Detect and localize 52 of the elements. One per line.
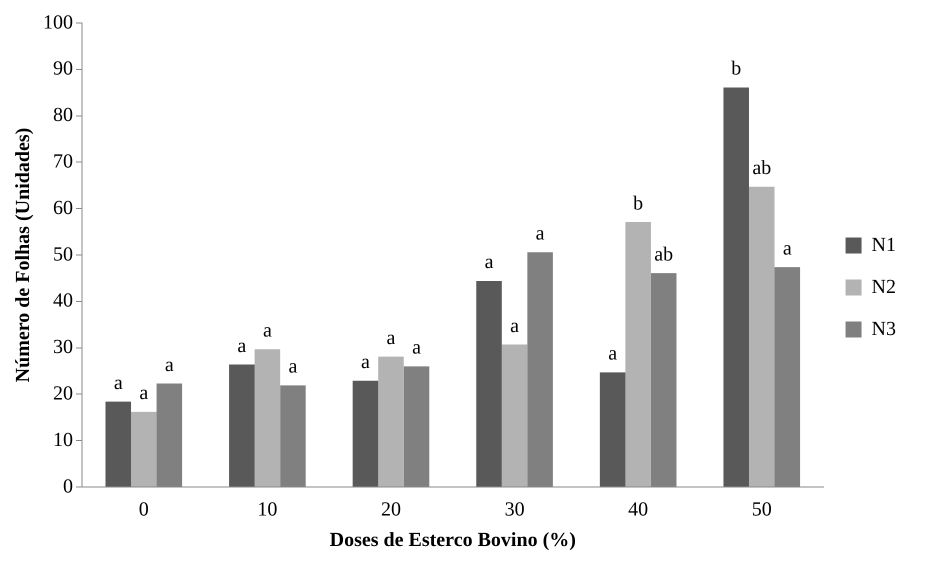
bar	[502, 344, 528, 486]
x-tick-label: 30	[504, 498, 525, 520]
legend-label: N2	[872, 276, 896, 298]
y-tick-label: 90	[53, 58, 73, 80]
bar	[476, 280, 502, 486]
bar	[352, 380, 378, 486]
y-tick-label: 40	[53, 290, 73, 312]
data-label: b	[633, 192, 644, 214]
data-label: a	[164, 354, 174, 376]
data-label: a	[288, 356, 298, 378]
data-label: a	[237, 334, 246, 357]
bar	[378, 356, 404, 486]
x-tick-label: 20	[380, 498, 401, 520]
data-label: b	[731, 58, 742, 80]
x-tick-label: 0	[138, 498, 149, 520]
data-label: a	[608, 342, 618, 365]
data-label: a	[139, 382, 148, 404]
data-label: a	[510, 314, 520, 337]
x-tick-label: 50	[752, 498, 772, 520]
bar	[229, 364, 255, 486]
data-label: a	[386, 326, 396, 349]
bar	[723, 87, 749, 486]
data-label: ab	[654, 243, 674, 266]
data-label: a	[412, 336, 422, 359]
x-tick-label: 10	[257, 498, 278, 520]
data-label: a	[782, 237, 792, 260]
y-tick-label: 70	[53, 150, 73, 172]
bar	[254, 349, 280, 486]
bar	[131, 412, 157, 486]
legend-label: N1	[872, 234, 896, 256]
bar	[600, 372, 626, 486]
data-label: ab	[752, 157, 772, 180]
y-tick-label: 20	[53, 382, 73, 404]
y-tick-label: 60	[53, 196, 73, 219]
x-tick-label: 40	[628, 498, 648, 520]
y-tick-label: 10	[53, 428, 73, 451]
bar	[105, 402, 132, 486]
y-tick-label: 80	[53, 104, 73, 126]
y-tick-label: 100	[43, 11, 73, 34]
y-tick-label: 50	[53, 243, 73, 266]
y-axis-title: Número de Folhas (Unidades)	[12, 128, 34, 382]
bar	[748, 186, 775, 486]
data-label: a	[536, 222, 545, 244]
data-label: a	[262, 319, 272, 342]
data-label: a	[114, 372, 123, 394]
x-axis-title: Doses de Esterco Bovino (%)	[330, 529, 576, 552]
data-label: a	[484, 251, 494, 274]
y-tick-label: 0	[63, 475, 73, 498]
bar	[625, 222, 651, 486]
y-tick-label: 30	[53, 336, 73, 358]
data-label: a	[360, 350, 370, 373]
legend-label: N3	[872, 318, 896, 340]
